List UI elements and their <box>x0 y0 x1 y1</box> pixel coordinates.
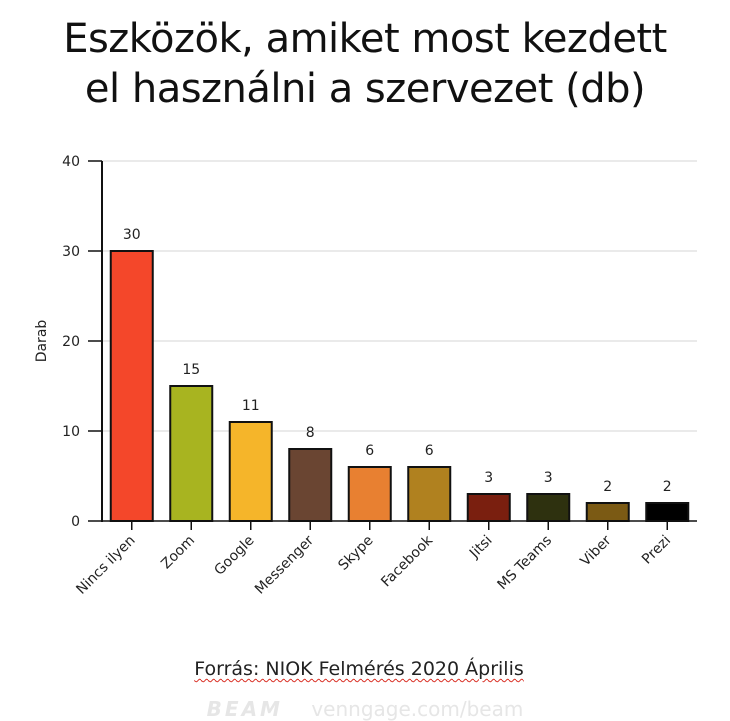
bar-7 <box>526 493 571 522</box>
x-tick-label: Zoom <box>158 533 198 573</box>
data-label: 6 <box>365 443 374 459</box>
x-tick-label: Messenger <box>252 532 317 597</box>
data-label: 3 <box>544 470 553 486</box>
y-tick-label: 10 <box>62 424 80 440</box>
x-tick-label: Prezi <box>639 533 674 568</box>
y-tick-label: 30 <box>62 244 80 260</box>
bar-4 <box>347 466 392 522</box>
source-text: Forrás: NIOK Felmérés 2020 Április <box>194 658 524 680</box>
chart-title-line-1: Eszközök, amiket most kezdett <box>63 16 667 62</box>
x-tick-label: MS Teams <box>494 533 555 594</box>
watermark-url: venngage.com/beam <box>311 697 524 721</box>
watermark-logo: BEAM <box>206 697 283 721</box>
bar-6 <box>466 493 511 522</box>
x-tick-label: Skype <box>335 533 376 574</box>
bar-3 <box>288 448 333 522</box>
bars: 30 15 11 8 6 6 3 3 2 2 <box>109 227 690 522</box>
data-label: 3 <box>484 470 493 486</box>
x-tick-label: Viber <box>578 532 615 569</box>
data-label: 8 <box>306 425 315 441</box>
source-note: Forrás: NIOK Felmérés 2020 Április <box>0 658 718 680</box>
chart-title: Eszközök, amiket most kezdett el használ… <box>0 14 730 114</box>
data-label: 11 <box>242 398 260 414</box>
bar-0 <box>109 250 154 522</box>
chart-title-line-2: el használni a szervezet (db) <box>84 66 646 112</box>
y-tick-label: 20 <box>62 334 80 350</box>
x-tick-label: Nincs ilyen <box>73 533 138 598</box>
data-label: 2 <box>663 479 672 495</box>
bar-1 <box>169 385 214 522</box>
watermark: BEAM venngage.com/beam <box>0 697 730 721</box>
bar-9 <box>645 502 690 522</box>
y-tick-label: 40 <box>62 154 80 170</box>
y-axis: 0 10 20 30 40 <box>62 154 103 530</box>
y-tick-label: 0 <box>71 514 80 530</box>
x-tick-label: Google <box>211 533 257 579</box>
x-tick-label: Jitsi <box>466 533 495 562</box>
bar-chart: 0 10 20 30 40 30 15 11 8 6 6 3 3 2 2 Nincs ilyen Zoom G… <box>34 154 697 598</box>
bar-8 <box>585 502 630 522</box>
data-label: 6 <box>425 443 434 459</box>
data-label: 2 <box>603 479 612 495</box>
bar-2 <box>228 421 273 522</box>
bar-5 <box>407 466 452 522</box>
data-label: 30 <box>123 227 141 243</box>
data-label: 15 <box>182 362 200 378</box>
x-tick-label: Facebook <box>378 532 436 590</box>
y-axis-label: Darab <box>34 320 50 363</box>
